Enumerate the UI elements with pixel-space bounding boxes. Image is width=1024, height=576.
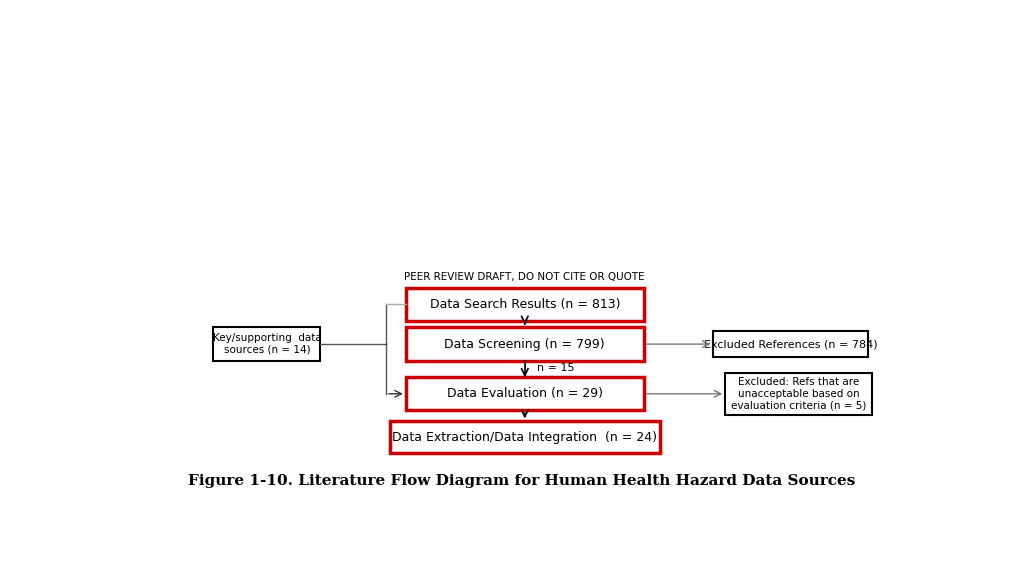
- Text: PEER REVIEW DRAFT, DO NOT CITE OR QUOTE: PEER REVIEW DRAFT, DO NOT CITE OR QUOTE: [404, 272, 645, 282]
- Text: Data Screening (n = 799): Data Screening (n = 799): [444, 338, 605, 351]
- FancyBboxPatch shape: [213, 328, 321, 361]
- FancyBboxPatch shape: [725, 373, 872, 415]
- Text: Excluded: Refs that are
unacceptable based on
evaluation criteria (n = 5): Excluded: Refs that are unacceptable bas…: [731, 377, 866, 410]
- FancyBboxPatch shape: [406, 328, 644, 361]
- Text: n = 15: n = 15: [537, 363, 574, 373]
- Text: Data Evaluation (n = 29): Data Evaluation (n = 29): [446, 387, 603, 400]
- FancyBboxPatch shape: [406, 377, 644, 411]
- FancyBboxPatch shape: [406, 287, 644, 321]
- Text: Key/supporting  data
sources (n = 14): Key/supporting data sources (n = 14): [213, 334, 322, 355]
- FancyBboxPatch shape: [714, 331, 868, 357]
- Text: Data Extraction/Data Integration  (n = 24): Data Extraction/Data Integration (n = 24…: [392, 431, 657, 444]
- Text: Excluded References (n = 784): Excluded References (n = 784): [703, 339, 878, 349]
- FancyBboxPatch shape: [390, 421, 659, 453]
- Text: Figure 1-10. Literature Flow Diagram for Human Health Hazard Data Sources: Figure 1-10. Literature Flow Diagram for…: [187, 473, 855, 488]
- Text: Data Search Results (n = 813): Data Search Results (n = 813): [429, 298, 621, 310]
